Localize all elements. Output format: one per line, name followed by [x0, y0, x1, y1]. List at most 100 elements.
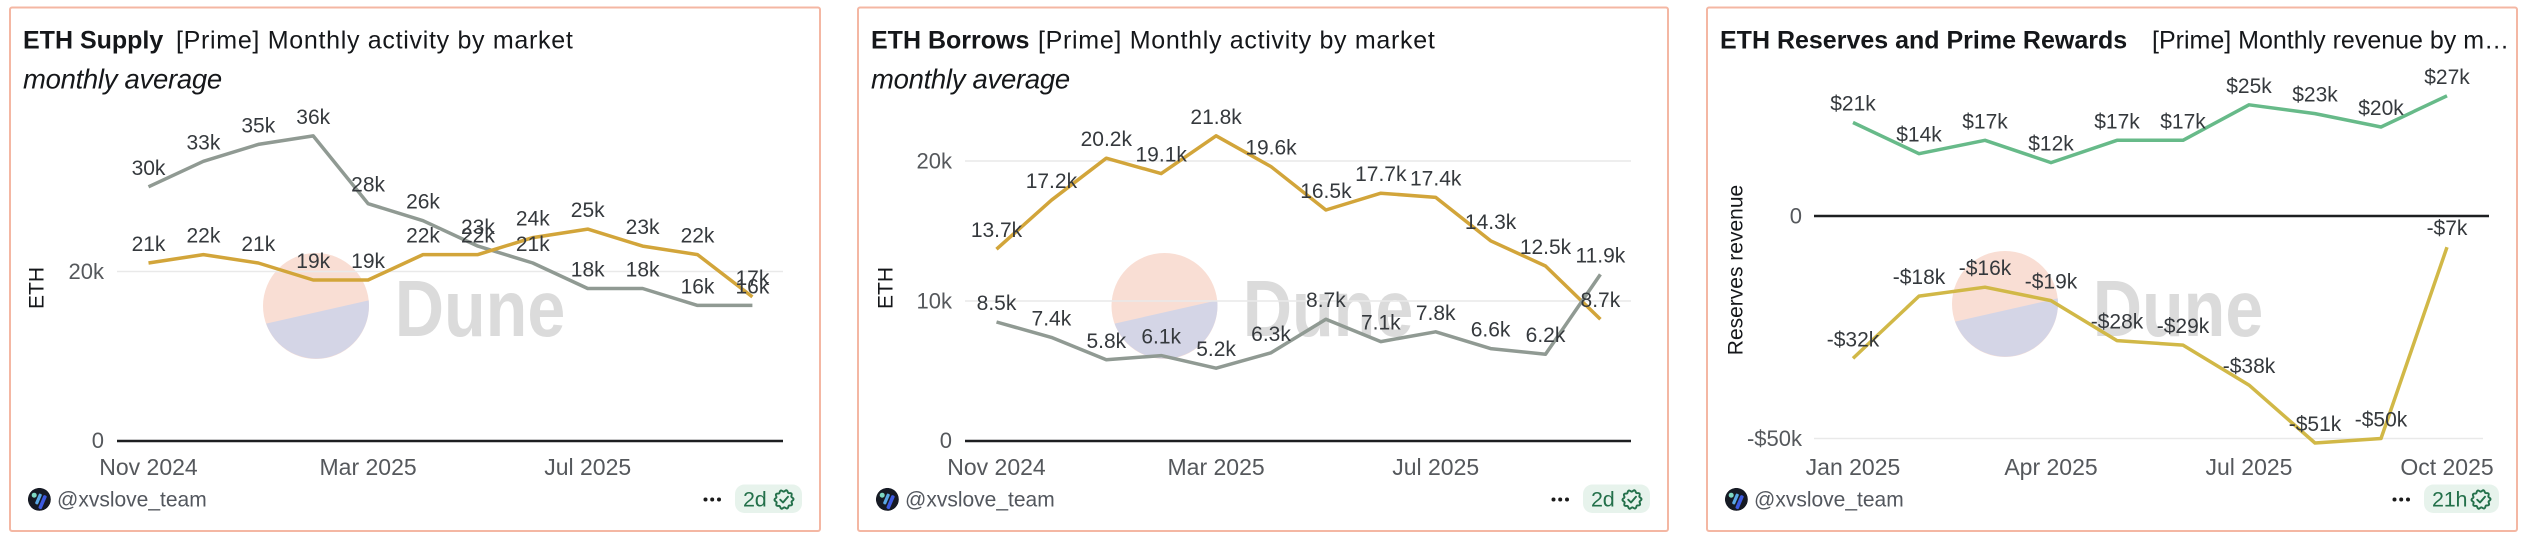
svg-text:2d: 2d [743, 488, 767, 512]
svg-text:Dune: Dune [2093, 264, 2264, 353]
svg-text:17k: 17k [735, 267, 769, 290]
svg-text:5.8k: 5.8k [1086, 330, 1126, 353]
svg-text:19k: 19k [351, 250, 385, 273]
svg-text:14.3k: 14.3k [1465, 211, 1517, 234]
svg-text:21h: 21h [2432, 488, 2467, 512]
svg-text:Nov 2024: Nov 2024 [99, 454, 198, 480]
svg-text:ETH Supply: ETH Supply [23, 27, 163, 55]
svg-text:Jul 2025: Jul 2025 [1392, 454, 1479, 480]
svg-text:19.6k: 19.6k [1245, 137, 1297, 160]
svg-text:Reserves revenue: Reserves revenue [1725, 185, 1748, 355]
svg-text:-$50k: -$50k [2355, 409, 2408, 432]
svg-text:22k: 22k [461, 225, 495, 248]
svg-text:-$51k: -$51k [2289, 413, 2342, 436]
svg-text:$17k: $17k [2160, 110, 2206, 133]
svg-text:36k: 36k [296, 106, 330, 129]
svg-text:28k: 28k [351, 174, 385, 197]
svg-text:6.1k: 6.1k [1141, 326, 1181, 349]
svg-text:[Prime] Monthly activity by ma: [Prime] Monthly activity by market [1038, 27, 1436, 55]
svg-text:[Prime] Monthly revenue by m…: [Prime] Monthly revenue by m… [2152, 27, 2509, 55]
svg-text:33k: 33k [186, 131, 220, 154]
svg-text:21k: 21k [241, 233, 275, 256]
svg-text:0: 0 [92, 428, 104, 453]
svg-text:6.6k: 6.6k [1471, 319, 1511, 342]
svg-text:ETH: ETH [875, 267, 898, 309]
svg-text:22k: 22k [406, 225, 440, 248]
svg-text:monthly average: monthly average [871, 64, 1070, 95]
svg-text:Apr 2025: Apr 2025 [2004, 454, 2097, 480]
svg-text:21k: 21k [132, 233, 166, 256]
svg-text:-$32k: -$32k [1827, 328, 1880, 351]
svg-text:$20k: $20k [2358, 97, 2404, 120]
svg-text:$25k: $25k [2226, 75, 2272, 98]
svg-text:21.8k: 21.8k [1190, 106, 1242, 129]
svg-text:Jul 2025: Jul 2025 [2206, 454, 2293, 480]
svg-text:8.7k: 8.7k [1581, 289, 1621, 312]
svg-text:@xvslove_team: @xvslove_team [905, 489, 1055, 512]
svg-text:8.7k: 8.7k [1306, 289, 1346, 312]
svg-text:12.5k: 12.5k [1520, 236, 1572, 259]
svg-text:35k: 35k [241, 114, 275, 137]
svg-text:7.8k: 7.8k [1416, 302, 1456, 325]
svg-text:$14k: $14k [1896, 124, 1942, 147]
svg-text:6.2k: 6.2k [1526, 324, 1566, 347]
svg-text:16k: 16k [681, 275, 715, 298]
svg-text:26k: 26k [406, 191, 440, 214]
svg-text:17.2k: 17.2k [1026, 170, 1078, 193]
svg-text:Jan 2025: Jan 2025 [1806, 454, 1901, 480]
svg-text:2d: 2d [1591, 488, 1615, 512]
svg-text:Jul 2025: Jul 2025 [544, 454, 631, 480]
svg-text:0: 0 [940, 428, 952, 453]
svg-text:Mar 2025: Mar 2025 [320, 454, 417, 480]
svg-text:18k: 18k [571, 259, 605, 282]
svg-text:19k: 19k [296, 250, 330, 273]
svg-text:24k: 24k [516, 208, 550, 231]
svg-text:-$50k: -$50k [1747, 426, 1803, 451]
svg-text:16.5k: 16.5k [1300, 180, 1352, 203]
svg-text:-$29k: -$29k [2157, 315, 2210, 338]
svg-text:17.4k: 17.4k [1410, 167, 1462, 190]
svg-text:Oct 2025: Oct 2025 [2400, 454, 2493, 480]
svg-text:30k: 30k [132, 157, 166, 180]
svg-text:20k: 20k [917, 149, 953, 174]
svg-text:20k: 20k [69, 259, 105, 284]
svg-text:18k: 18k [626, 259, 660, 282]
svg-text:7.4k: 7.4k [1032, 307, 1072, 330]
svg-text:22k: 22k [681, 225, 715, 248]
svg-text:$21k: $21k [1830, 93, 1876, 116]
svg-text:-$19k: -$19k [2025, 271, 2078, 294]
svg-text:ETH: ETH [26, 267, 49, 309]
svg-text:0: 0 [1790, 204, 1802, 229]
svg-text:ETH Reserves and Prime Rewards: ETH Reserves and Prime Rewards [1720, 27, 2127, 55]
svg-text:@xvslove_team: @xvslove_team [1754, 489, 1904, 512]
svg-text:$17k: $17k [2094, 110, 2140, 133]
svg-text:10k: 10k [917, 289, 953, 314]
svg-text:-$28k: -$28k [2091, 311, 2144, 334]
svg-text:monthly average: monthly average [23, 64, 222, 95]
svg-text:-$18k: -$18k [1893, 266, 1946, 289]
svg-text:[Prime] Monthly activity by ma: [Prime] Monthly activity by market [176, 27, 574, 55]
svg-text:7.1k: 7.1k [1361, 312, 1401, 335]
svg-text:23k: 23k [461, 216, 495, 239]
svg-text:$27k: $27k [2424, 66, 2470, 89]
svg-text:Mar 2025: Mar 2025 [1168, 454, 1265, 480]
svg-text:@xvslove_team: @xvslove_team [57, 489, 207, 512]
svg-text:21k: 21k [516, 233, 550, 256]
svg-text:8.5k: 8.5k [977, 292, 1017, 315]
svg-text:ETH Borrows: ETH Borrows [871, 27, 1029, 55]
svg-text:19.1k: 19.1k [1136, 144, 1188, 167]
svg-text:16k: 16k [735, 275, 769, 298]
svg-text:23k: 23k [626, 216, 660, 239]
svg-text:-$38k: -$38k [2223, 355, 2276, 378]
svg-text:17.7k: 17.7k [1355, 163, 1407, 186]
svg-text:-$16k: -$16k [1959, 257, 2012, 280]
svg-text:$23k: $23k [2292, 84, 2338, 107]
svg-text:25k: 25k [571, 199, 605, 222]
svg-text:13.7k: 13.7k [971, 219, 1023, 242]
svg-text:20.2k: 20.2k [1081, 128, 1133, 151]
svg-text:5.2k: 5.2k [1196, 338, 1236, 361]
svg-text:Nov 2024: Nov 2024 [947, 454, 1046, 480]
svg-text:$12k: $12k [2028, 133, 2074, 156]
svg-text:6.3k: 6.3k [1251, 323, 1291, 346]
svg-text:Dune: Dune [395, 264, 566, 353]
